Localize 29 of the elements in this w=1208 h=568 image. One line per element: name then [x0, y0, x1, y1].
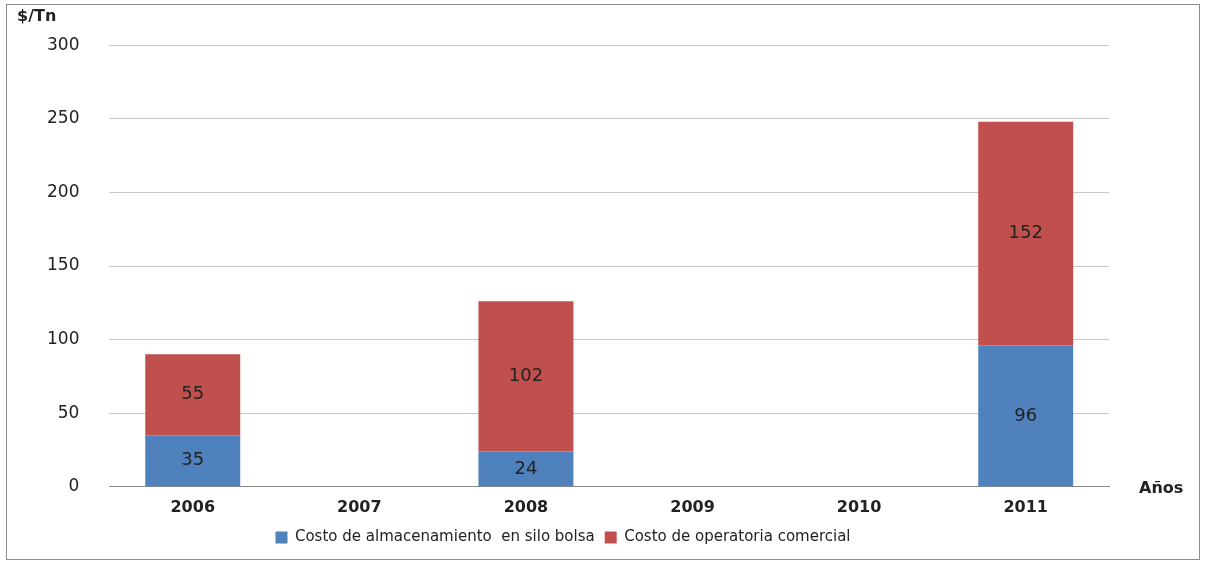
x-tick-label: 2006	[170, 496, 216, 516]
bar	[145, 435, 241, 487]
x-tick-label: 2008	[503, 496, 549, 516]
bar	[145, 354, 241, 436]
bar	[978, 121, 1074, 346]
y-axis-title: $/Tn	[17, 6, 57, 26]
x-tick-label: 2007	[337, 496, 382, 516]
data-label: 35	[181, 448, 205, 470]
bar	[978, 345, 1074, 487]
data-label: 102	[508, 364, 544, 386]
data-label: 55	[181, 382, 205, 404]
bar	[478, 301, 574, 452]
y-tick-label: 300	[46, 33, 80, 54]
x-axis-title: Años	[1139, 477, 1184, 497]
y-tick-label: 0	[68, 475, 80, 496]
y-tick-label: 100	[46, 328, 80, 349]
data-label: 152	[1008, 221, 1043, 243]
data-label: 24	[514, 456, 538, 478]
x-tick-label: 2011	[1003, 496, 1048, 516]
legend-label: Costo de almacenamiento en silo bolsa	[294, 527, 595, 546]
data-label: 96	[1014, 403, 1038, 425]
bar	[478, 451, 574, 487]
y-tick-label: 50	[57, 401, 80, 422]
y-tick-label: 150	[46, 254, 80, 275]
legend-label: Costo de operatoria comercial	[624, 527, 851, 546]
x-tick-label: 2010	[836, 496, 882, 516]
y-tick-label: 200	[46, 180, 80, 201]
y-tick-label: 250	[46, 107, 80, 128]
x-tick-label: 2009	[670, 496, 715, 516]
